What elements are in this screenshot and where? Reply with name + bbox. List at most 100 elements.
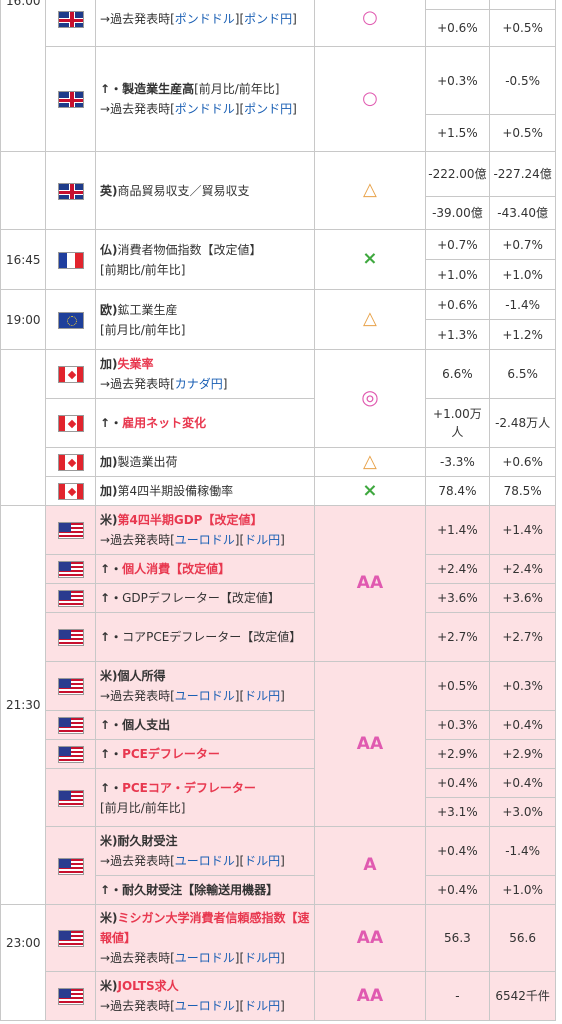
table-row: ↑・個人支出 +0.3% +0.4% bbox=[1, 710, 556, 740]
currency-pair-link[interactable]: ユーロドル bbox=[174, 951, 235, 965]
table-row: ↑・GDPデフレーター【改定値】 +3.6% +3.6% bbox=[1, 583, 556, 613]
indicator-name[interactable]: ↑・PCEコア・デフレーター [前月比/前年比] bbox=[95, 768, 316, 827]
previous-value: +1.0% bbox=[489, 875, 556, 905]
indicator-name[interactable]: 米)耐久財受注 →過去発表時[ユーロドル][ドル円] bbox=[95, 826, 316, 876]
indicator-name[interactable]: 米)第4四半期GDP【改定値】 →過去発表時[ユーロドル][ドル円] bbox=[95, 505, 316, 555]
currency-pair-link[interactable]: ユーロドル bbox=[174, 689, 235, 703]
uk-flag-icon bbox=[45, 46, 97, 152]
currency-pair-link[interactable]: ポンド円 bbox=[244, 102, 293, 116]
indicator-name-part: 米) bbox=[100, 513, 118, 527]
forecast-value: +0.3% bbox=[424, 46, 491, 115]
indicator-name-part: ↑・ bbox=[100, 591, 123, 605]
indicator-name-part: [前月比/前年比] bbox=[100, 322, 186, 337]
importance-mark: × bbox=[314, 229, 426, 290]
forecast-value: +0.5% bbox=[424, 661, 491, 711]
table-row: ↑・雇用ネット変化 +1.00万人 -2.48万人 bbox=[1, 398, 556, 448]
previous-value: +3.0% bbox=[489, 797, 556, 827]
indicator-name-part: →過去発表時[ bbox=[100, 854, 175, 868]
forecast-value: -222.00億 bbox=[424, 151, 491, 197]
indicator-name[interactable]: 英)商品貿易収支／貿易収支 bbox=[95, 151, 316, 230]
previous-value: +0.4% bbox=[489, 768, 556, 798]
previous-value: +1.0% bbox=[489, 259, 556, 290]
currency-pair-link[interactable]: カナダ円 bbox=[174, 377, 223, 391]
table-row: ↑・PCEコア・デフレーター [前月比/前年比] +0.4% +0.4% bbox=[1, 768, 556, 827]
currency-pair-link[interactable]: ユーロドル bbox=[174, 999, 235, 1013]
currency-pair-link[interactable]: ポンドドル bbox=[174, 11, 235, 26]
indicator-name-part: ↑・耐久財受注【除輸送用機器】 bbox=[100, 883, 279, 897]
table-row: 16:45 仏)消費者物価指数【改定値】 [前期比/前年比] × +0.7% +0… bbox=[0, 229, 556, 290]
indicator-name-part: PCEデフレーター bbox=[122, 747, 220, 761]
indicator-name[interactable]: 米)ミシガン大学消費者信頼感指数【速報値】 →過去発表時[ユーロドル][ドル円] bbox=[95, 904, 316, 972]
indicator-name-part: 耐久財受注 bbox=[117, 834, 178, 848]
importance-mark: ○ bbox=[314, 0, 426, 47]
table-row: +1.3% +1.2% bbox=[1, 319, 556, 350]
previous-value: +0.5% bbox=[489, 9, 556, 47]
indicator-name-part: ↑・ bbox=[100, 416, 123, 430]
indicator-name-part: →過去発表時[ bbox=[100, 377, 175, 391]
indicator-name[interactable]: ↑・雇用ネット変化 bbox=[95, 398, 316, 448]
currency-pair-link[interactable]: ドル円 bbox=[244, 689, 281, 703]
indicator-name-part: ][ bbox=[234, 999, 245, 1013]
us-flag-icon bbox=[45, 768, 97, 827]
currency-pair-link[interactable]: ポンドドル bbox=[174, 102, 235, 116]
indicator-name[interactable]: ↑・個人支出 bbox=[95, 710, 316, 740]
indicator-name-part: 第4四半期GDP【改定値】 bbox=[117, 513, 263, 527]
previous-value: +0.5% bbox=[489, 114, 556, 152]
currency-pair-link[interactable]: ドル円 bbox=[244, 854, 281, 868]
indicator-name-part: 米) bbox=[100, 669, 118, 683]
importance-mark: ○ bbox=[314, 46, 426, 152]
indicator-name[interactable]: ↑・PCEデフレーター bbox=[95, 739, 316, 769]
currency-pair-link[interactable]: ユーロドル bbox=[174, 854, 235, 868]
previous-value: -1.4% bbox=[489, 826, 556, 876]
indicator-name-part: 英) bbox=[100, 183, 118, 198]
indicator-name-part: 失業率 bbox=[117, 357, 154, 371]
importance-mark: AA bbox=[314, 904, 426, 972]
time-cell: 23:00 bbox=[0, 904, 47, 1021]
indicator-name-part: ][ bbox=[234, 533, 245, 547]
indicator-name[interactable]: →過去発表時[ポンドドル][ポンド円] bbox=[95, 0, 316, 47]
currency-pair-link[interactable]: ドル円 bbox=[244, 533, 281, 547]
table-row: ↑・製造業生産高[前月比/前年比] →過去発表時[ポンドドル][ポンド円] ○ +… bbox=[1, 46, 556, 152]
table-row: 加)失業率 →過去発表時[カナダ円] ◎ 6.6% 6.5% bbox=[0, 349, 556, 506]
indicator-name-part: ] bbox=[280, 533, 285, 547]
indicator-name[interactable]: 加)製造業出荷 bbox=[95, 447, 316, 477]
indicator-name-part: ] bbox=[292, 102, 297, 116]
indicator-name-part: ][ bbox=[234, 854, 245, 868]
forecast-value: -3.3% bbox=[424, 447, 491, 477]
importance-mark: △ bbox=[314, 289, 426, 350]
indicator-name[interactable]: 米)個人所得 →過去発表時[ユーロドル][ドル円] bbox=[95, 661, 316, 711]
indicator-name[interactable]: ↑・コアPCEデフレーター【改定値】 bbox=[95, 612, 316, 662]
indicator-name[interactable]: 欧)鉱工業生産 [前月比/前年比] bbox=[95, 289, 316, 350]
indicator-name-part: →過去発表時[ bbox=[100, 11, 175, 26]
forecast-value: +1.4% bbox=[424, 505, 491, 555]
indicator-name[interactable]: ↑・耐久財受注【除輸送用機器】 bbox=[95, 875, 316, 905]
indicator-name-part: ][ bbox=[234, 689, 245, 703]
indicator-name[interactable]: 仏)消費者物価指数【改定値】 [前期比/前年比] bbox=[95, 229, 316, 290]
indicator-name-part: ] bbox=[280, 951, 285, 965]
currency-pair-link[interactable]: ドル円 bbox=[244, 951, 281, 965]
table-row: +1.5% +0.5% bbox=[1, 114, 556, 152]
currency-pair-link[interactable]: ユーロドル bbox=[174, 533, 235, 547]
indicator-name-part: 商品貿易収支／貿易収支 bbox=[117, 183, 250, 198]
table-row: 19:00 欧)鉱工業生産 [前月比/前年比] △ +0.6% -1.4% bbox=[0, 289, 556, 350]
currency-pair-link[interactable]: ポンド円 bbox=[244, 11, 293, 26]
forecast-value: +0.3% bbox=[424, 710, 491, 740]
time-cell bbox=[0, 151, 47, 230]
indicator-name-part: [前月比/前年比] bbox=[194, 82, 280, 96]
forecast-value: +2.4% bbox=[424, 554, 491, 584]
indicator-name[interactable]: 米)JOLTS求人 →過去発表時[ユーロドル][ドル円] bbox=[95, 971, 316, 1021]
currency-pair-link[interactable]: ドル円 bbox=[244, 999, 281, 1013]
previous-value: -0.5% bbox=[489, 46, 556, 115]
indicator-name[interactable]: ↑・製造業生産高[前月比/前年比] →過去発表時[ポンドドル][ポンド円] bbox=[95, 46, 316, 152]
previous-value: -227.24億 bbox=[489, 151, 556, 197]
indicator-name[interactable]: ↑・GDPデフレーター【改定値】 bbox=[95, 583, 316, 613]
us-flag-icon bbox=[45, 739, 97, 769]
forecast-value: +3.1% bbox=[424, 797, 491, 827]
forecast-value: +1.5% bbox=[424, 114, 491, 152]
table-row: -39.00億 -43.40億 bbox=[1, 196, 556, 230]
indicator-name[interactable]: 加)失業率 →過去発表時[カナダ円] bbox=[95, 349, 316, 399]
indicator-name[interactable]: ↑・個人消費【改定値】 bbox=[95, 554, 316, 584]
forecast-value: -39.00億 bbox=[424, 196, 491, 230]
indicator-name[interactable]: 加)第4四半期設備稼働率 bbox=[95, 476, 316, 506]
